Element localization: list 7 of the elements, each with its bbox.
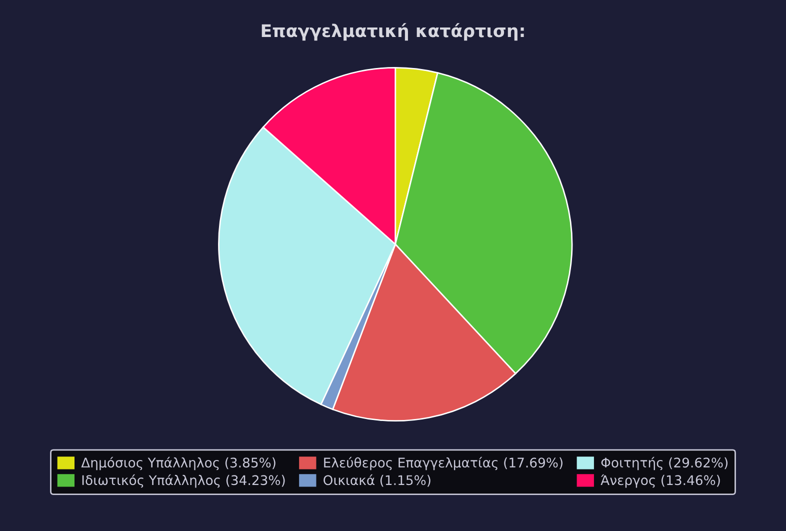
- legend-label: Οικιακά (1.15%): [324, 474, 430, 487]
- legend-label: Ελεύθερος Επαγγελματίας (17.69%): [324, 456, 562, 470]
- legend-label: Δημόσιος Υπάλληλος (3.85%): [81, 456, 276, 470]
- legend-label: Άνεργος (13.46%): [600, 474, 720, 488]
- chart-title: Επαγγελματική κατάρτιση:: [262, 23, 524, 41]
- legend-label: Ιδιωτικός Υπάλληλος (34.23%): [82, 474, 285, 488]
- legend-label: Φοιτητής (29.62%): [601, 456, 728, 470]
